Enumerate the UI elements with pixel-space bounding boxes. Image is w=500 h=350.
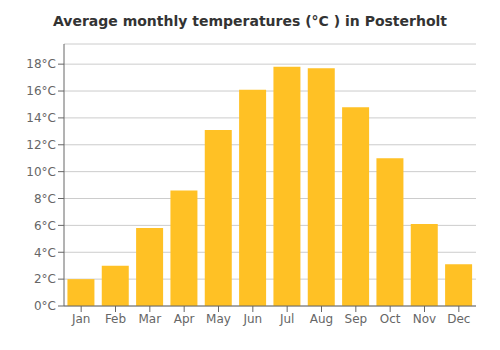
svg-text:Jan: Jan [71,312,91,326]
svg-text:Jul: Jul [279,312,294,326]
svg-text:Jun: Jun [242,312,262,326]
svg-text:Mar: Mar [139,312,162,326]
svg-text:14°C: 14°C [26,111,56,125]
svg-text:May: May [206,312,231,326]
svg-text:12°C: 12°C [26,138,56,152]
svg-text:0°C: 0°C [34,299,56,313]
svg-text:18°C: 18°C [26,57,56,71]
svg-text:Dec: Dec [447,312,470,326]
svg-text:Apr: Apr [174,312,195,326]
html-text:Average monthly temperatures (: Average monthly temperatures (°C ) in Po… [53,13,447,29]
svg-text:8°C: 8°C [34,192,56,206]
svg-text:Oct: Oct [380,312,401,326]
svg-text:Aug: Aug [310,312,333,326]
svg-text:Feb: Feb [105,312,126,326]
svg-text:10°C: 10°C [26,165,56,179]
svg-text:Sep: Sep [345,312,368,326]
svg-text:16°C: 16°C [26,84,56,98]
svg-text:2°C: 2°C [34,272,56,286]
svg-text:Nov: Nov [413,312,436,326]
svg-text:6°C: 6°C [34,219,56,233]
svg-text:4°C: 4°C [34,246,56,260]
